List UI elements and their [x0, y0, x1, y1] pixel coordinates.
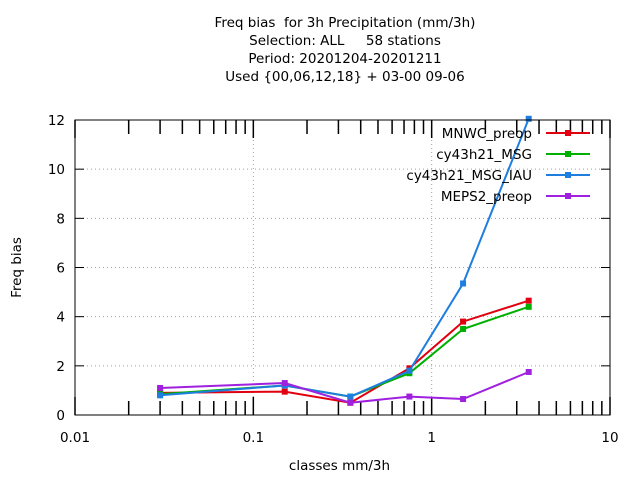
data-point [460, 280, 467, 287]
data-point [525, 303, 532, 310]
y-tick-label: 8 [56, 211, 65, 227]
series-line [160, 371, 530, 404]
title-line-2: Selection: ALL 58 stations [249, 33, 441, 49]
legend-marker [565, 151, 571, 157]
x-axis-title: classes mm/3h [289, 458, 390, 474]
data-point [460, 396, 467, 403]
series-line [160, 118, 530, 398]
axis-ticks [74, 119, 611, 416]
legend-label: MEPS2_preop [441, 189, 532, 205]
y-tick-label: 0 [56, 408, 65, 424]
plot-frame [74, 119, 611, 416]
series-MEPS2_preop [157, 368, 532, 406]
data-point [157, 392, 164, 399]
x-tick-label: 1 [427, 430, 436, 446]
legend-label: cy43h21_MSG_IAU [406, 168, 532, 184]
legend: MNWC_preop cy43h21_MSG cy43h21_MSG_IAU MEPS… [406, 126, 590, 205]
data-point [347, 393, 354, 400]
data-point [525, 368, 532, 375]
axis-labels: 0 2 4 6 8 10 12 0.01 0.1 1 10 classes mm/3h Freq bia… [9, 113, 619, 474]
y-tick-label: 2 [56, 359, 65, 375]
title-line-1: Freq bias for 3h Precipitation (mm/3h) [214, 15, 476, 31]
data-point [281, 380, 288, 387]
y-tick-label: 4 [56, 310, 65, 326]
x-tick-label: 0.01 [60, 430, 90, 446]
y-tick-label: 10 [48, 162, 65, 178]
legend-marker [565, 172, 571, 178]
data-point [406, 367, 413, 374]
data-point [460, 325, 467, 332]
legend-marker [565, 193, 571, 199]
title-line-4: Used {00,06,12,18} + 03-00 09-06 [225, 69, 465, 85]
data-point [525, 297, 532, 304]
data-point [406, 393, 413, 400]
legend-label: MNWC_preop [442, 126, 532, 142]
data-point [525, 115, 532, 122]
chart-title: Freq bias for 3h Precipitation (mm/3h) S… [0, 14, 640, 86]
title-line-3: Period: 20201204-20201211 [248, 51, 442, 67]
y-axis-title: Freq bias [9, 237, 25, 298]
data-point [157, 384, 164, 391]
y-tick-label: 6 [56, 261, 65, 277]
legend-marker [565, 130, 571, 136]
data-point [281, 388, 288, 395]
series-line [160, 299, 530, 404]
legend-label: cy43h21_MSG [436, 147, 532, 163]
data-series [157, 115, 532, 406]
x-tick-label: 10 [601, 430, 618, 446]
series-line [160, 305, 530, 398]
data-point [347, 399, 354, 406]
x-tick-label: 0.1 [243, 430, 264, 446]
data-point [460, 318, 467, 325]
y-tick-label: 12 [48, 113, 65, 129]
